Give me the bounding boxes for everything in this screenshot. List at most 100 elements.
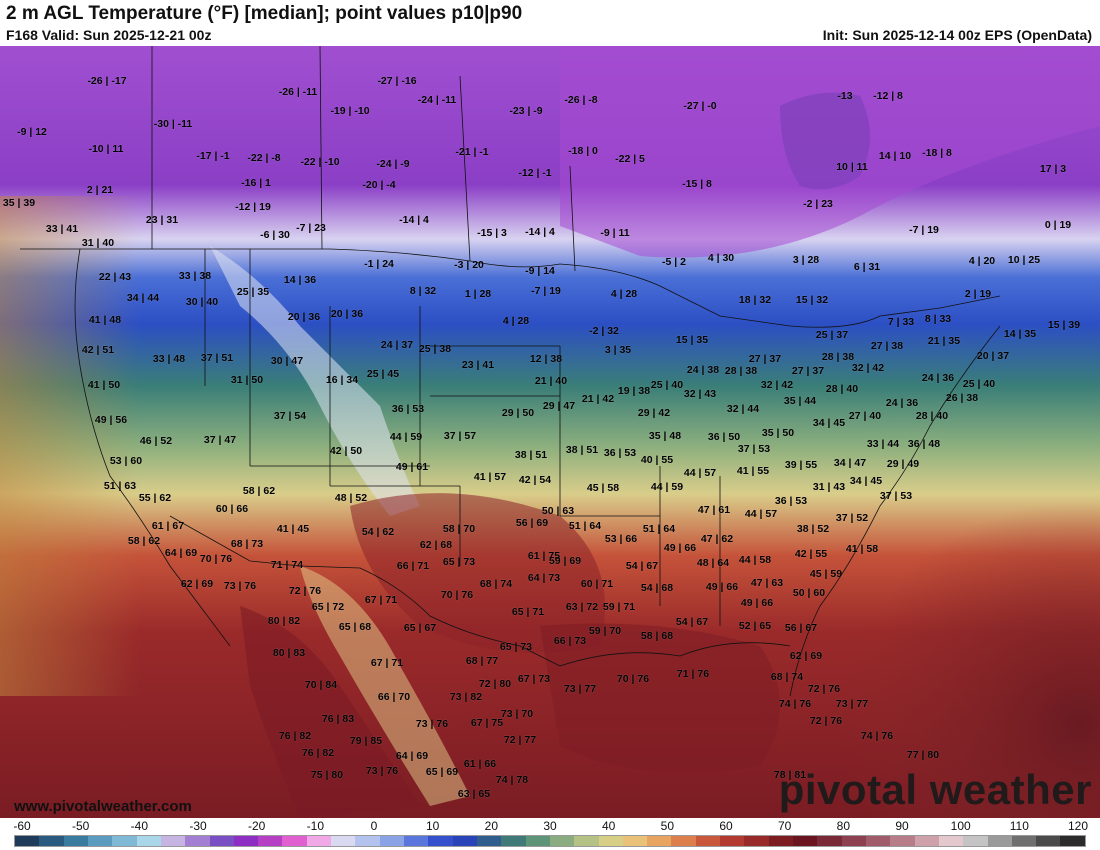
desert-mild [300,566,470,806]
map-canvas[interactable] [0,46,1100,818]
colorbar-segment [355,836,380,846]
coastline-west [74,248,231,647]
coastline-east [789,325,1001,697]
point-value-label: 49 | 66 [663,542,697,554]
point-value-label: -27 | -16 [377,75,417,87]
point-value-label: 48 | 52 [334,492,368,504]
site-url[interactable]: www.pivotalweather.com [14,798,192,815]
point-value-label: -26 | -17 [87,75,127,87]
point-value-label: 27 | 38 [870,340,904,352]
point-value-label: 65 | 68 [338,621,372,633]
point-value-label: -14 | 4 [399,214,429,226]
point-value-label: -10 | 11 [88,143,124,155]
gulf-coast [559,642,791,667]
point-value-label: 4 | 20 [968,255,996,267]
point-value-label: 64 | 73 [527,572,561,584]
point-value-label: 29 | 49 [886,458,920,470]
point-value-label: -26 | -8 [564,94,598,106]
point-value-label: 41 | 45 [276,523,310,535]
point-value-label: 68 | 77 [465,655,499,667]
point-value-label: 26 | 38 [945,392,979,404]
point-value-label: 32 | 42 [851,362,885,374]
point-value-label: 7 | 33 [887,316,915,328]
colorbar-tick: 120 [1067,819,1089,833]
point-value-label: 60 | 66 [215,503,249,515]
point-value-label: 17 | 3 [1039,163,1067,175]
point-value-label: 64 | 69 [164,547,198,559]
point-value-label: 34 | 44 [126,292,160,304]
point-value-label: 58 | 70 [442,523,476,535]
point-value-label: 29 | 42 [637,407,671,419]
colorbar-segment [428,836,453,846]
colorbar-segment [209,836,234,846]
point-value-label: 6 | 31 [853,261,881,273]
colorbar-tick: 40 [601,819,616,833]
point-value-label: 54 | 62 [361,526,395,538]
point-value-label: -22 | 5 [615,153,645,165]
colorbar-segment [136,836,161,846]
point-value-label: -24 | -9 [376,158,410,170]
point-value-label: 4 | 28 [610,288,638,300]
point-value-label: 54 | 67 [675,616,709,628]
point-value-label: 45 | 59 [809,568,843,580]
point-value-label: -2 | 32 [589,325,619,337]
point-value-label: 76 | 82 [278,730,312,742]
colorbar-tick: 100 [950,819,971,833]
point-value-label: 58 | 62 [127,535,161,547]
point-value-label: 51 | 64 [642,523,676,535]
colorbar-segment [549,836,575,846]
point-value-label: 24 | 36 [921,372,955,384]
colorbar-segment [744,836,769,846]
colorbar-tick: -40 [130,819,148,833]
mexico-warm [240,606,420,818]
point-value-label: -16 | 1 [241,177,271,189]
point-value-label: 41 | 58 [845,543,879,555]
point-value-label: 19 | 38 [617,385,651,397]
point-value-label: 73 | 76 [365,765,399,777]
point-value-label: 40 | 55 [640,454,674,466]
point-value-label: 37 | 53 [879,490,913,502]
point-value-label: 38 | 51 [514,449,548,461]
colorbar-segment [598,836,623,846]
point-value-label: 24 | 36 [885,397,919,409]
temperature-map[interactable]: -26 | -17 -26 | -11 -27 | -16 -24 | -11 -19 … [0,46,1100,818]
point-value-label: 72 | 77 [503,734,537,746]
colorbar-tick: 10 [425,819,440,833]
point-value-label: 27 | 37 [791,365,825,377]
point-value-label: 35 | 44 [783,395,817,407]
point-value-label: 32 | 44 [726,403,760,415]
point-value-label: -20 | -4 [362,179,396,191]
point-value-label: -22 | -8 [247,152,281,164]
colorbar-segment [404,836,429,846]
point-value-label: 74 | 76 [860,730,894,742]
colorbar-tick: 70 [777,819,792,833]
point-value-label: 1 | 28 [464,288,492,300]
point-value-label: 33 | 41 [45,223,79,235]
valid-time: F168 Valid: Sun 2025-12-21 00z [6,27,212,43]
point-value-label: -7 | 23 [296,222,326,234]
point-value-label: 4 | 30 [707,252,735,264]
point-value-label: 28 | 40 [915,410,949,422]
point-value-label: 27 | 37 [748,353,782,365]
point-value-label: 42 | 51 [81,344,115,356]
colorbar-segment [890,836,915,846]
point-value-label: 75 | 80 [310,769,344,781]
point-value-label: 65 | 73 [442,556,476,568]
point-value-label: -27 | -0 [683,100,717,112]
point-value-label: 41 | 55 [736,465,770,477]
point-value-label: -18 | 8 [922,147,952,159]
point-value-label: 42 | 50 [329,445,363,457]
point-value-label: 31 | 50 [230,374,264,386]
point-value-label: 51 | 64 [568,520,602,532]
colorbar-segment [379,836,404,846]
point-value-label: 23 | 41 [461,359,495,371]
point-value-label: 41 | 57 [473,471,507,483]
point-value-label: -30 | -11 [153,118,193,130]
colorbar-tick: 20 [484,819,499,833]
point-value-label: 70 | 76 [440,589,474,601]
point-value-label: -2 | 23 [803,198,833,210]
colorbar-tick: -20 [247,819,266,833]
point-value-label: 72 | 76 [807,683,841,695]
point-value-label: 30 | 40 [185,296,219,308]
point-value-label: 39 | 55 [784,459,818,471]
